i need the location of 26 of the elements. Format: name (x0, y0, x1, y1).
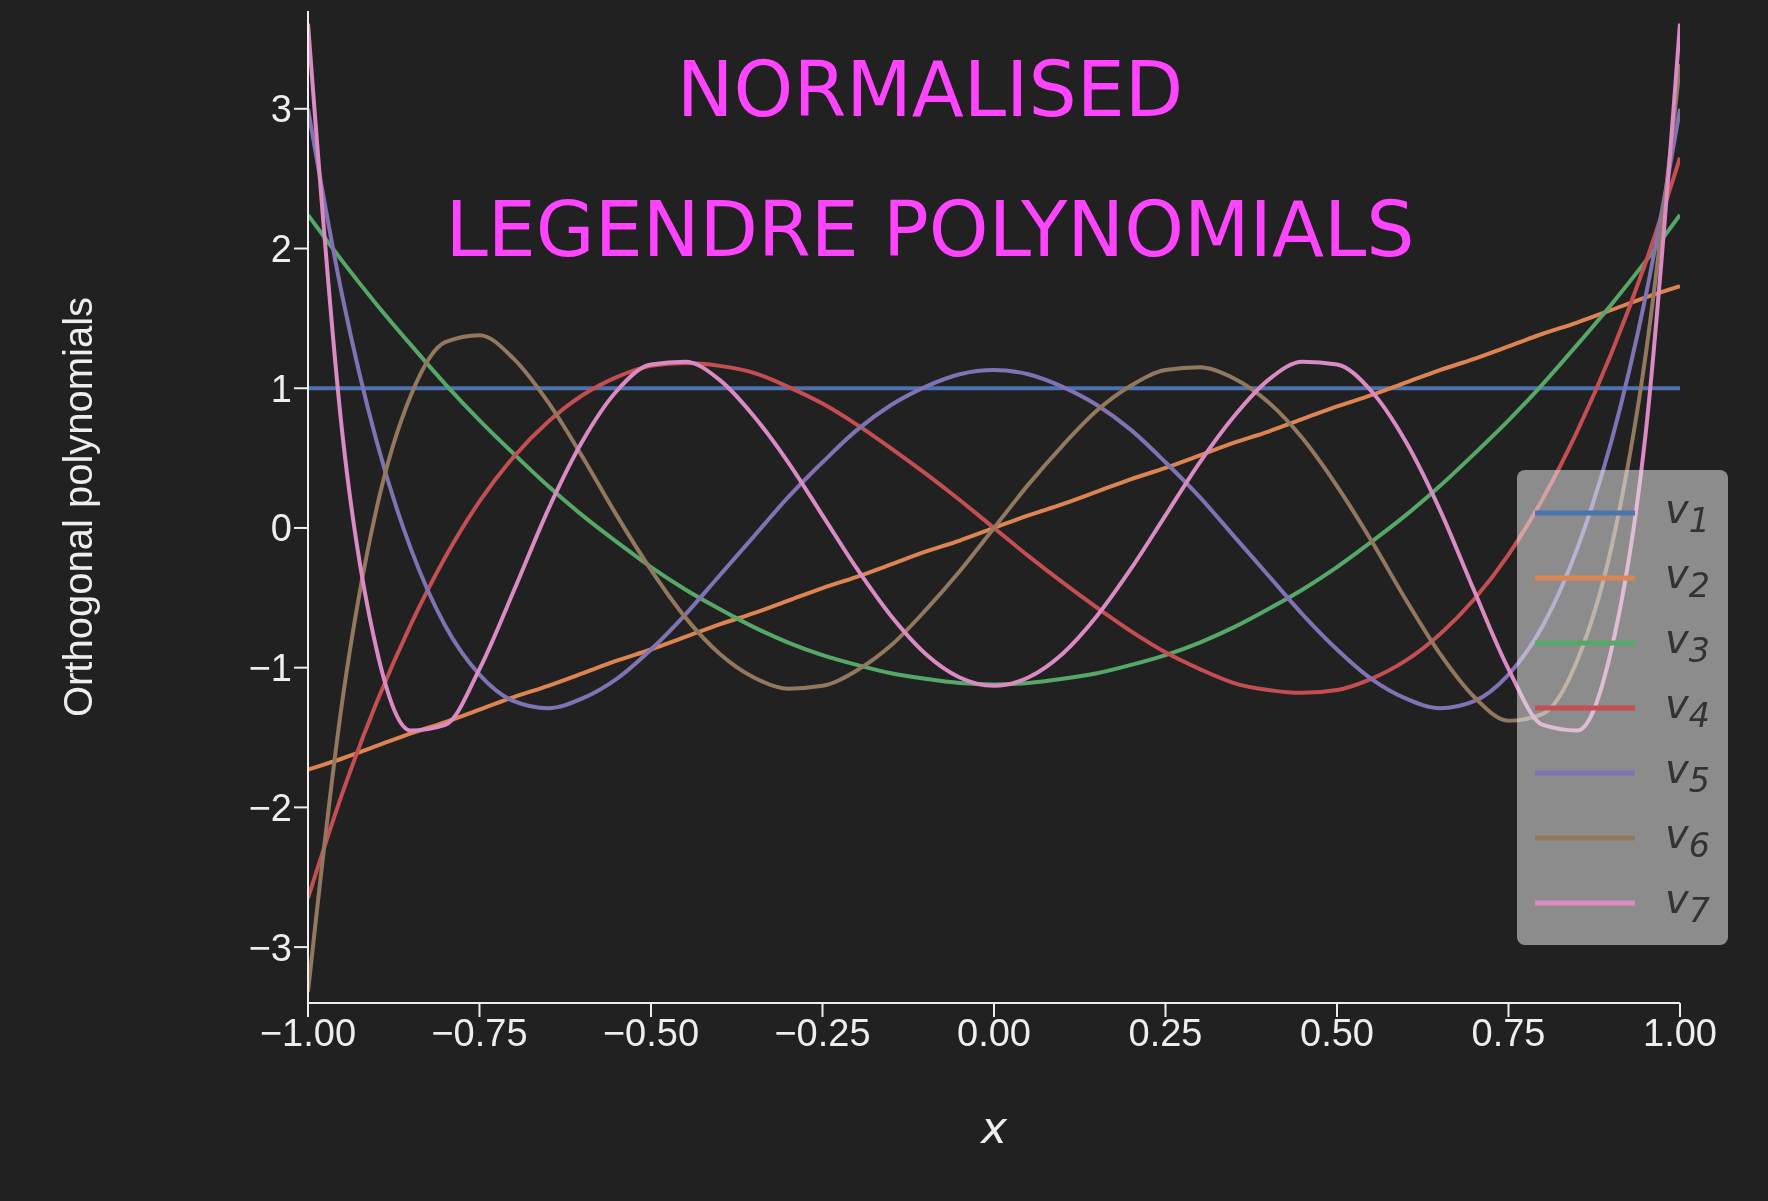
text: NORMALISED LEGENDRE POLYNOMIALS (444, 44, 1416, 276)
legend-label: v$_{5}$ (1665, 745, 1710, 800)
x-tick-label: −0.25 (774, 1011, 871, 1054)
x-tick-label: −1.00 (259, 1011, 357, 1054)
legend-label: v$_{4}$ (1665, 680, 1710, 735)
y-tick-label: −3 (248, 926, 292, 969)
legend-label: v$_{3}$ (1665, 615, 1710, 670)
y-tick-label: −1 (248, 647, 292, 690)
x-axis-title: x (978, 1102, 1008, 1153)
y-tick-label: 0 (270, 507, 292, 550)
x-tick-label: 0.00 (957, 1011, 1031, 1054)
legend-label: v$_{1}$ (1665, 485, 1710, 540)
legend-label: v$_{6}$ (1665, 810, 1710, 865)
x-tick-label: −0.50 (602, 1011, 700, 1054)
y-tick-label: 3 (270, 88, 292, 131)
y-tick-label: −2 (248, 786, 292, 829)
x-tick-label: 0.25 (1128, 1011, 1203, 1054)
y-tick-label: 1 (270, 367, 292, 410)
legend-label: v$_{7}$ (1665, 875, 1710, 930)
legend-label: v$_{2}$ (1665, 550, 1710, 605)
y-axis-title: Orthogonal polynomials (56, 296, 101, 718)
x-tick-label: 1.00 (1643, 1011, 1717, 1054)
x-tick-label: 0.75 (1471, 1011, 1546, 1054)
x-tick-label: −0.75 (431, 1011, 528, 1054)
y-tick-label: 2 (270, 228, 292, 271)
x-tick-label: 0.50 (1300, 1011, 1374, 1054)
